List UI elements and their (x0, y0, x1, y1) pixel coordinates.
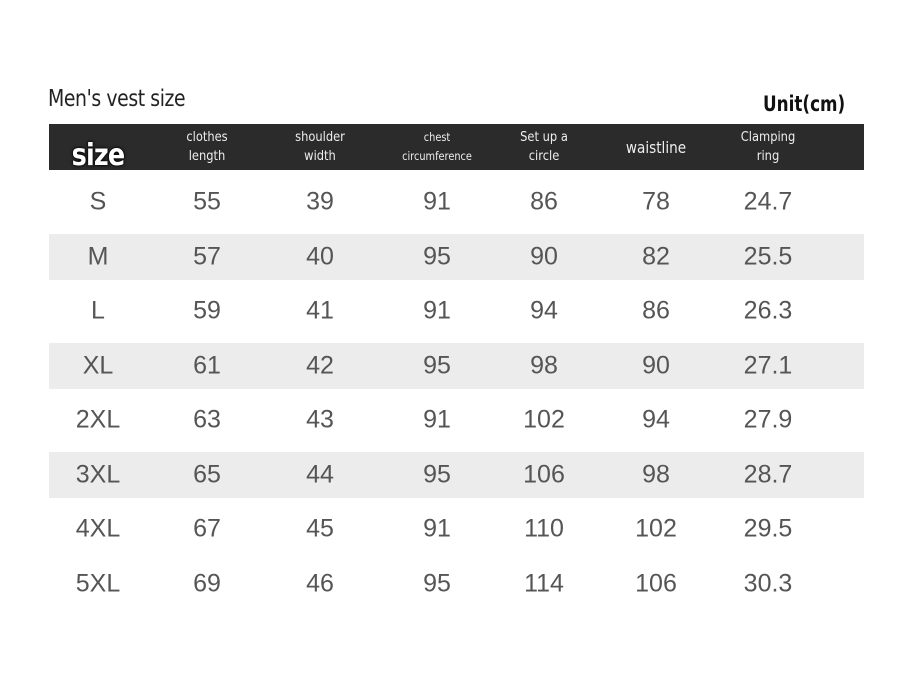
cell-value: 95 (423, 242, 451, 270)
size-label: 3XL (75, 460, 121, 488)
size-label: M (87, 242, 109, 270)
cell-value: 63 (193, 405, 221, 434)
cell-value: 39 (306, 187, 334, 216)
cell-value: 25.5 (743, 242, 793, 270)
cell-value: 90 (530, 242, 558, 270)
size-label: XL (82, 351, 114, 379)
cell-value: 59 (193, 296, 221, 325)
cell-value: 46 (306, 569, 334, 597)
cell-value: 102 (635, 514, 677, 543)
column-header: size (71, 137, 126, 173)
cell-value: 106 (523, 460, 565, 488)
cell-value: 114 (524, 569, 564, 597)
cell-value: 30.3 (743, 569, 793, 597)
cell-value: 86 (642, 296, 670, 325)
size-label: 5XL (75, 569, 121, 597)
cell-value: 91 (423, 405, 451, 434)
cell-value: 110 (524, 514, 564, 543)
row-band (49, 233, 864, 280)
row-band (49, 342, 864, 389)
cell-value: 94 (642, 405, 670, 434)
cell-value: 69 (193, 569, 221, 597)
size-label: 2XL (75, 405, 121, 434)
cell-value: 102 (523, 405, 565, 434)
size-label: 4XL (75, 514, 121, 543)
cell-value: 95 (423, 569, 451, 597)
cell-value: 24.7 (743, 187, 793, 216)
cell-value: 98 (530, 351, 558, 379)
cell-value: 27.1 (743, 351, 793, 379)
cell-value: 44 (306, 460, 334, 488)
column-header: chest circumference (402, 130, 472, 163)
cell-value: 26.3 (743, 296, 793, 325)
cell-value: 91 (423, 514, 451, 543)
cell-value: 29.5 (743, 514, 793, 543)
cell-value: 43 (306, 405, 334, 434)
cell-value: 40 (306, 242, 334, 270)
column-header: clothes length (186, 129, 228, 164)
cell-value: 106 (635, 569, 677, 597)
cell-value: 45 (306, 514, 334, 543)
cell-value: 94 (530, 296, 558, 325)
cell-value: 28.7 (743, 460, 793, 488)
cell-value: 61 (193, 351, 221, 379)
row-band (49, 451, 864, 498)
column-header: Clamping ring (740, 129, 796, 164)
column-header: Set up a circle (520, 129, 568, 164)
size-label: L (91, 296, 105, 325)
unit: Unit(cm) (763, 92, 846, 116)
cell-value: 55 (193, 187, 221, 216)
title: Men's vest size (48, 86, 186, 112)
column-header: waistline (625, 137, 687, 157)
column-header: shoulder width (295, 129, 345, 164)
cell-value: 91 (423, 296, 451, 325)
size-label: S (89, 187, 107, 216)
cell-value: 41 (306, 296, 334, 325)
cell-value: 78 (642, 187, 670, 216)
cell-value: 98 (642, 460, 670, 488)
cell-value: 91 (423, 187, 451, 216)
cell-value: 90 (642, 351, 670, 379)
header-bar (49, 124, 864, 170)
cell-value: 67 (193, 514, 221, 543)
cell-value: 42 (306, 351, 334, 379)
cell-value: 57 (193, 242, 221, 270)
cell-value: 86 (530, 187, 558, 216)
cell-value: 82 (642, 242, 670, 270)
cell-value: 27.9 (743, 405, 793, 434)
cell-value: 95 (423, 351, 451, 379)
cell-value: 95 (423, 460, 451, 488)
cell-value: 65 (193, 460, 221, 488)
